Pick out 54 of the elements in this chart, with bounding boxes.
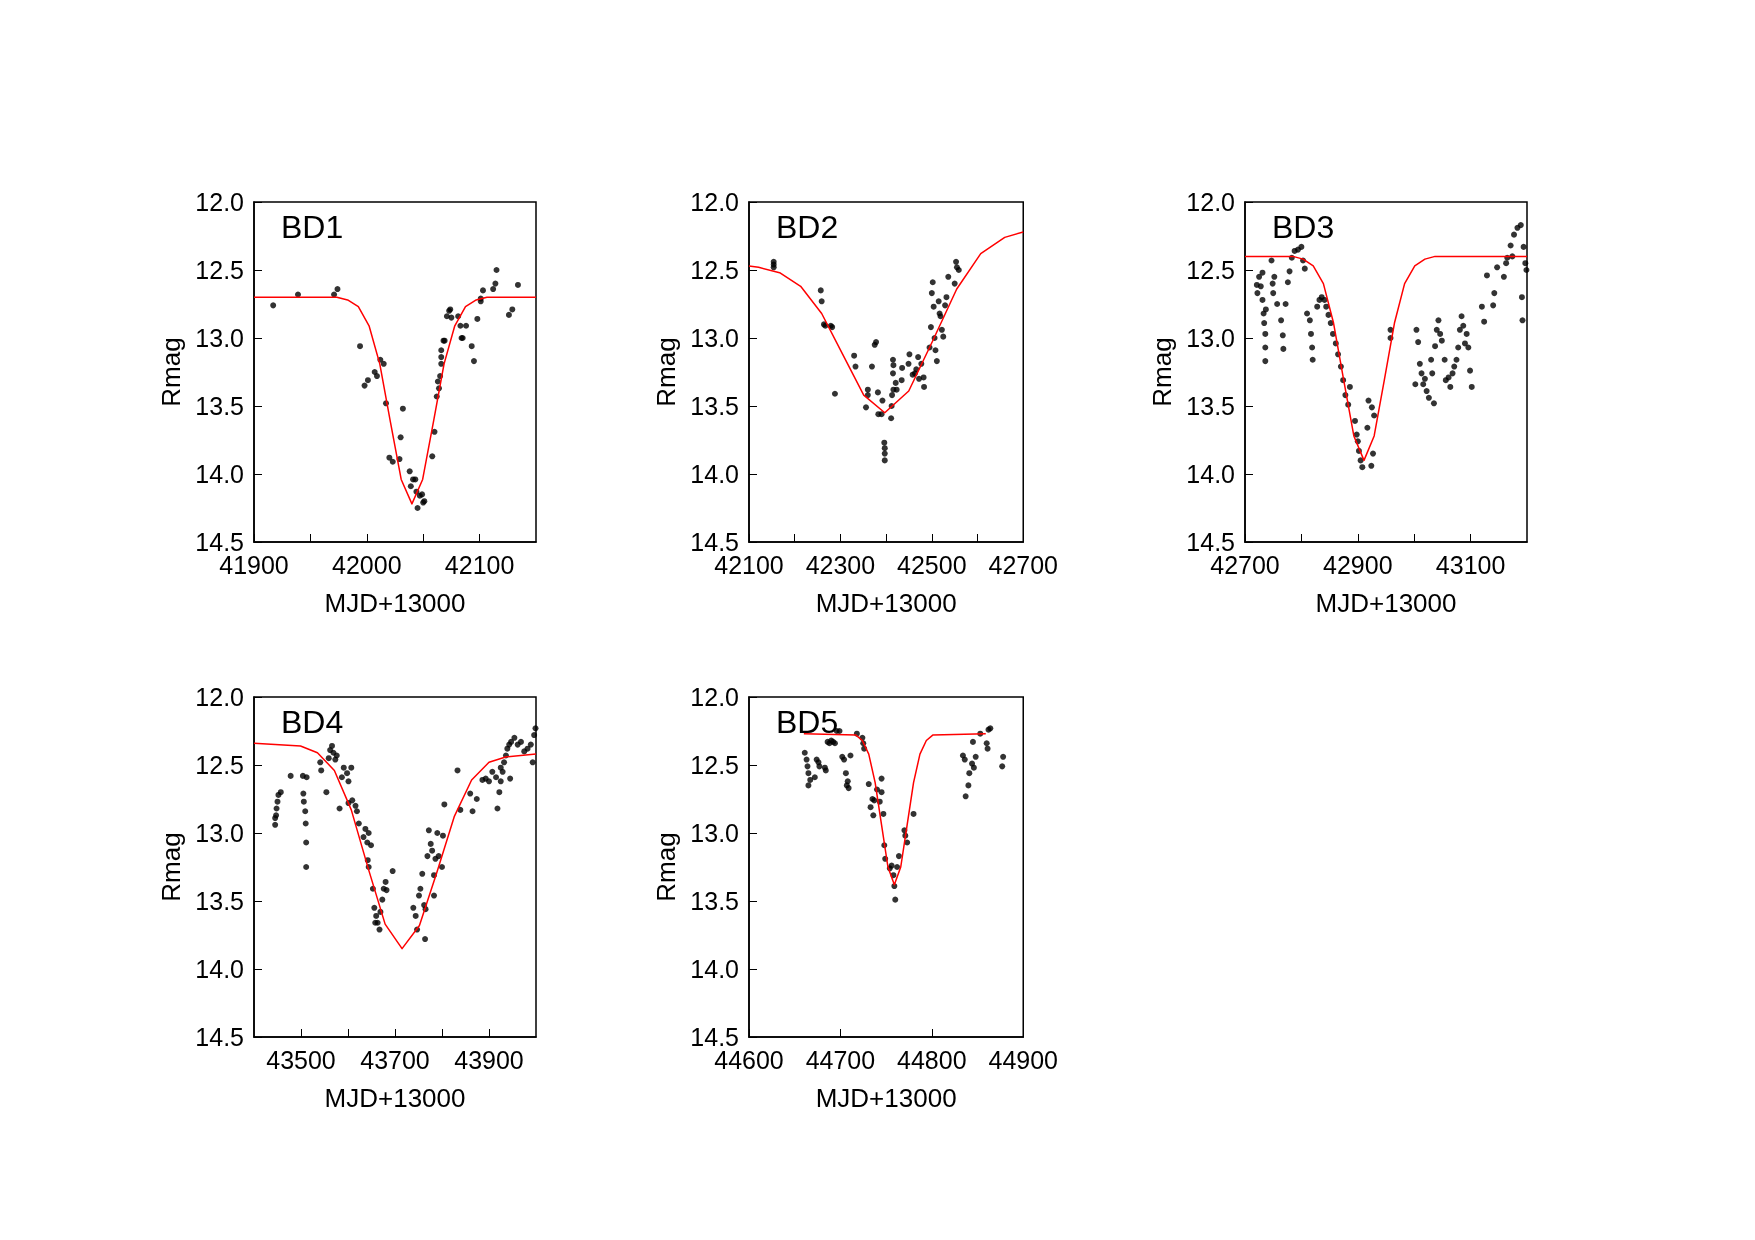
y-tick-label: 13.0	[690, 324, 739, 352]
y-tick-label: 12.0	[690, 188, 739, 216]
x-tick-label: 43100	[1435, 550, 1506, 579]
x-axis-title: MJD+13000	[324, 1083, 466, 1113]
y-tick-label: 14.5	[195, 1023, 244, 1051]
y-tick-label: 13.5	[690, 392, 739, 420]
chart-title: BD1	[281, 209, 344, 245]
y-tick-label: 14.0	[690, 460, 739, 488]
y-tick-label: 13.0	[690, 819, 739, 847]
chart-title: BD5	[776, 704, 839, 740]
x-axis-title: MJD+13000	[815, 588, 957, 618]
chart-title: BD3	[1272, 209, 1335, 245]
x-tick-label: 42000	[332, 550, 402, 579]
y-axis-title: Rmag	[156, 832, 186, 902]
x-tick-label: 43700	[360, 1045, 430, 1074]
y-axis-title: Rmag	[156, 337, 186, 407]
x-tick-label: 42100	[444, 550, 515, 579]
y-axis-title: Rmag	[1147, 337, 1177, 407]
x-axis-title: MJD+13000	[324, 588, 466, 618]
x-tick-label: 42900	[1323, 550, 1393, 579]
x-axis-title: MJD+13000	[1315, 588, 1457, 618]
y-tick-label: 13.5	[195, 887, 244, 915]
x-tick-label: 42300	[805, 550, 876, 579]
y-tick-label: 13.0	[1186, 324, 1235, 352]
y-tick-label: 13.0	[195, 819, 244, 847]
y-tick-label: 12.5	[195, 751, 244, 779]
x-axis-title: MJD+13000	[815, 1083, 957, 1113]
y-tick-label: 14.0	[195, 460, 244, 488]
y-axis-title: Rmag	[651, 337, 681, 407]
y-tick-label: 13.5	[1186, 392, 1235, 420]
x-tick-label: 44900	[988, 1045, 1059, 1074]
y-tick-label: 14.0	[690, 955, 739, 983]
chart-title: BD2	[776, 209, 839, 245]
x-tick-label: 44700	[805, 1045, 876, 1074]
y-axis-title: Rmag	[651, 832, 681, 902]
x-tick-label: 42700	[988, 550, 1059, 579]
y-tick-label: 12.5	[690, 256, 739, 284]
y-tick-label: 12.0	[195, 683, 244, 711]
y-tick-label: 14.0	[195, 955, 244, 983]
chart-title: BD4	[281, 704, 344, 740]
y-tick-label: 12.5	[195, 256, 244, 284]
y-tick-label: 12.0	[195, 188, 244, 216]
x-tick-label: 43500	[266, 1045, 336, 1074]
y-tick-label: 14.0	[1186, 460, 1235, 488]
y-tick-label: 13.5	[690, 887, 739, 915]
x-tick-label: 42500	[897, 550, 967, 579]
y-tick-label: 13.0	[195, 324, 244, 352]
y-tick-label: 12.5	[1186, 256, 1235, 284]
y-tick-label: 12.0	[690, 683, 739, 711]
y-tick-label: 13.5	[195, 392, 244, 420]
y-tick-label: 12.0	[1186, 188, 1235, 216]
y-tick-label: 12.5	[690, 751, 739, 779]
x-tick-label: 44800	[897, 1045, 967, 1074]
x-tick-label: 43900	[454, 1045, 524, 1074]
